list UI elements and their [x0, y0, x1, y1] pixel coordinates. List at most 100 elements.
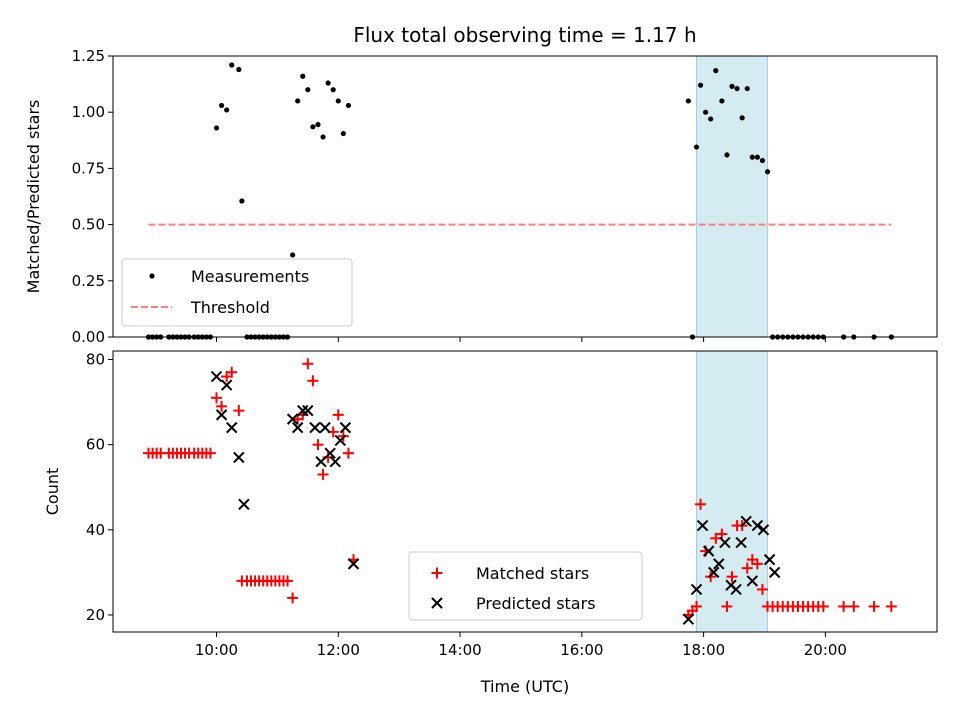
- measurement-point: [236, 66, 242, 73]
- measurement-point: [320, 134, 326, 140]
- observing-window-shade: [695, 350, 769, 633]
- predicted-star-point: [740, 515, 752, 528]
- x-tick-label: 16:00: [560, 641, 603, 659]
- predicted-star-point: [315, 455, 327, 468]
- matched-star-point: [342, 447, 354, 459]
- predicted-star-point: [702, 545, 715, 557]
- chart-title: Flux total observing time = 1.17 h: [353, 23, 696, 47]
- count-marks: [143, 358, 897, 625]
- predicted-star-point: [347, 558, 360, 570]
- predicted-star-point: [329, 455, 341, 468]
- y-tick-label: 0.00: [72, 328, 105, 346]
- matched-star-point: [741, 562, 753, 574]
- x-tick-label: 18:00: [682, 641, 725, 659]
- measurement-point: [300, 73, 306, 79]
- count-panel-frame: [112, 350, 938, 633]
- predicted-star-point: [334, 434, 347, 447]
- measurement-point: [749, 154, 755, 160]
- y-tick-label: 1.25: [72, 47, 105, 65]
- measurement-point: [754, 154, 760, 160]
- measurement-point: [703, 109, 709, 115]
- predicted-legend-label: Predicted stars: [476, 594, 596, 613]
- count-x-ticks: 10:00 12:00 14:00 16:00 18:00 20:00: [195, 632, 847, 659]
- x-tick-label: 12:00: [317, 641, 360, 659]
- y-tick-label: 0.25: [72, 272, 105, 290]
- predicted-star-point: [682, 613, 695, 625]
- matched-star-point: [817, 600, 829, 612]
- predicted-star-point: [757, 524, 770, 536]
- predicted-star-point: [286, 413, 299, 425]
- predicted-star-point: [226, 421, 238, 434]
- measurement-point: [295, 98, 301, 104]
- measurement-point: [708, 116, 714, 122]
- matched-star-point: [233, 405, 245, 417]
- measurement-point: [697, 82, 704, 88]
- matched-star-point: [716, 528, 728, 540]
- predicted-star-point: [220, 379, 233, 391]
- measurement-point: [315, 121, 321, 128]
- predicted-star-point: [719, 536, 731, 549]
- predicted-star-point: [339, 421, 352, 434]
- measurement-point: [229, 62, 235, 68]
- predicted-star-point: [319, 421, 331, 434]
- predicted-legend-glyph: [431, 597, 443, 609]
- measurements-legend-marker: [149, 273, 155, 279]
- ratio-y-ticks: 0.00 0.25 0.50 0.75 1.00 1.25: [72, 47, 113, 346]
- predicted-star-point: [233, 451, 245, 464]
- time-x-axis-label: Time (UTC): [480, 677, 569, 696]
- measurement-point: [685, 98, 691, 104]
- measurement-point: [218, 102, 225, 109]
- measurement-point: [345, 102, 352, 109]
- measurement-point: [724, 152, 730, 158]
- measurement-point: [310, 124, 316, 130]
- matched-star-point: [204, 447, 216, 459]
- matched-star-point: [695, 498, 707, 510]
- matched-legend-label: Matched stars: [476, 564, 589, 583]
- y-tick-label: 80: [86, 351, 105, 369]
- predicted-star-point: [690, 583, 703, 596]
- measurement-point: [729, 83, 735, 89]
- predicted-star-point: [768, 566, 781, 579]
- matched-star-point: [868, 600, 880, 612]
- ratio-x-ticks: [216, 337, 826, 342]
- matched-legend-glyph: [431, 567, 443, 579]
- matched-star-point: [690, 600, 702, 612]
- predicted-star-point: [696, 519, 709, 532]
- y-tick-label: 1.00: [72, 103, 105, 121]
- predicted-star-point: [210, 370, 223, 383]
- matched-star-point: [317, 468, 329, 480]
- measurement-point: [290, 252, 296, 258]
- predicted-star-point: [215, 409, 228, 421]
- matched-star-point: [721, 600, 733, 612]
- x-tick-label: 14:00: [438, 641, 481, 659]
- ratio-panel-frame: [112, 55, 938, 338]
- measurement-point: [759, 157, 766, 164]
- measurement-point: [325, 80, 331, 86]
- matched-star-point: [302, 358, 314, 370]
- measurements-legend-label: Measurements: [191, 267, 309, 286]
- count-legend-box: [408, 551, 643, 621]
- predicted-star-point: [324, 447, 336, 459]
- matched-star-point: [885, 600, 897, 612]
- predicted-star-point: [735, 536, 747, 549]
- measurement-point: [305, 87, 311, 93]
- measurement-point: [739, 115, 745, 121]
- matched-star-point: [756, 583, 768, 595]
- predicted-legend-marker: [431, 597, 443, 609]
- measurement-point: [744, 85, 750, 92]
- predicted-star-point: [291, 421, 304, 434]
- observing-window-shade: [695, 55, 769, 338]
- count-y-ticks: 20 40 60 80: [86, 351, 113, 624]
- matched-star-point: [312, 439, 324, 451]
- measurement-point: [719, 98, 725, 104]
- measurement-point: [335, 98, 341, 104]
- ratio-y-axis-label: Matched/Predicted stars: [24, 100, 43, 294]
- y-tick-label: 40: [86, 521, 105, 539]
- measurement-point: [734, 85, 740, 92]
- matched-star-point: [726, 571, 738, 583]
- predicted-star-point: [763, 553, 776, 566]
- x-tick-label: 20:00: [804, 641, 847, 659]
- matched-star-point: [226, 366, 238, 378]
